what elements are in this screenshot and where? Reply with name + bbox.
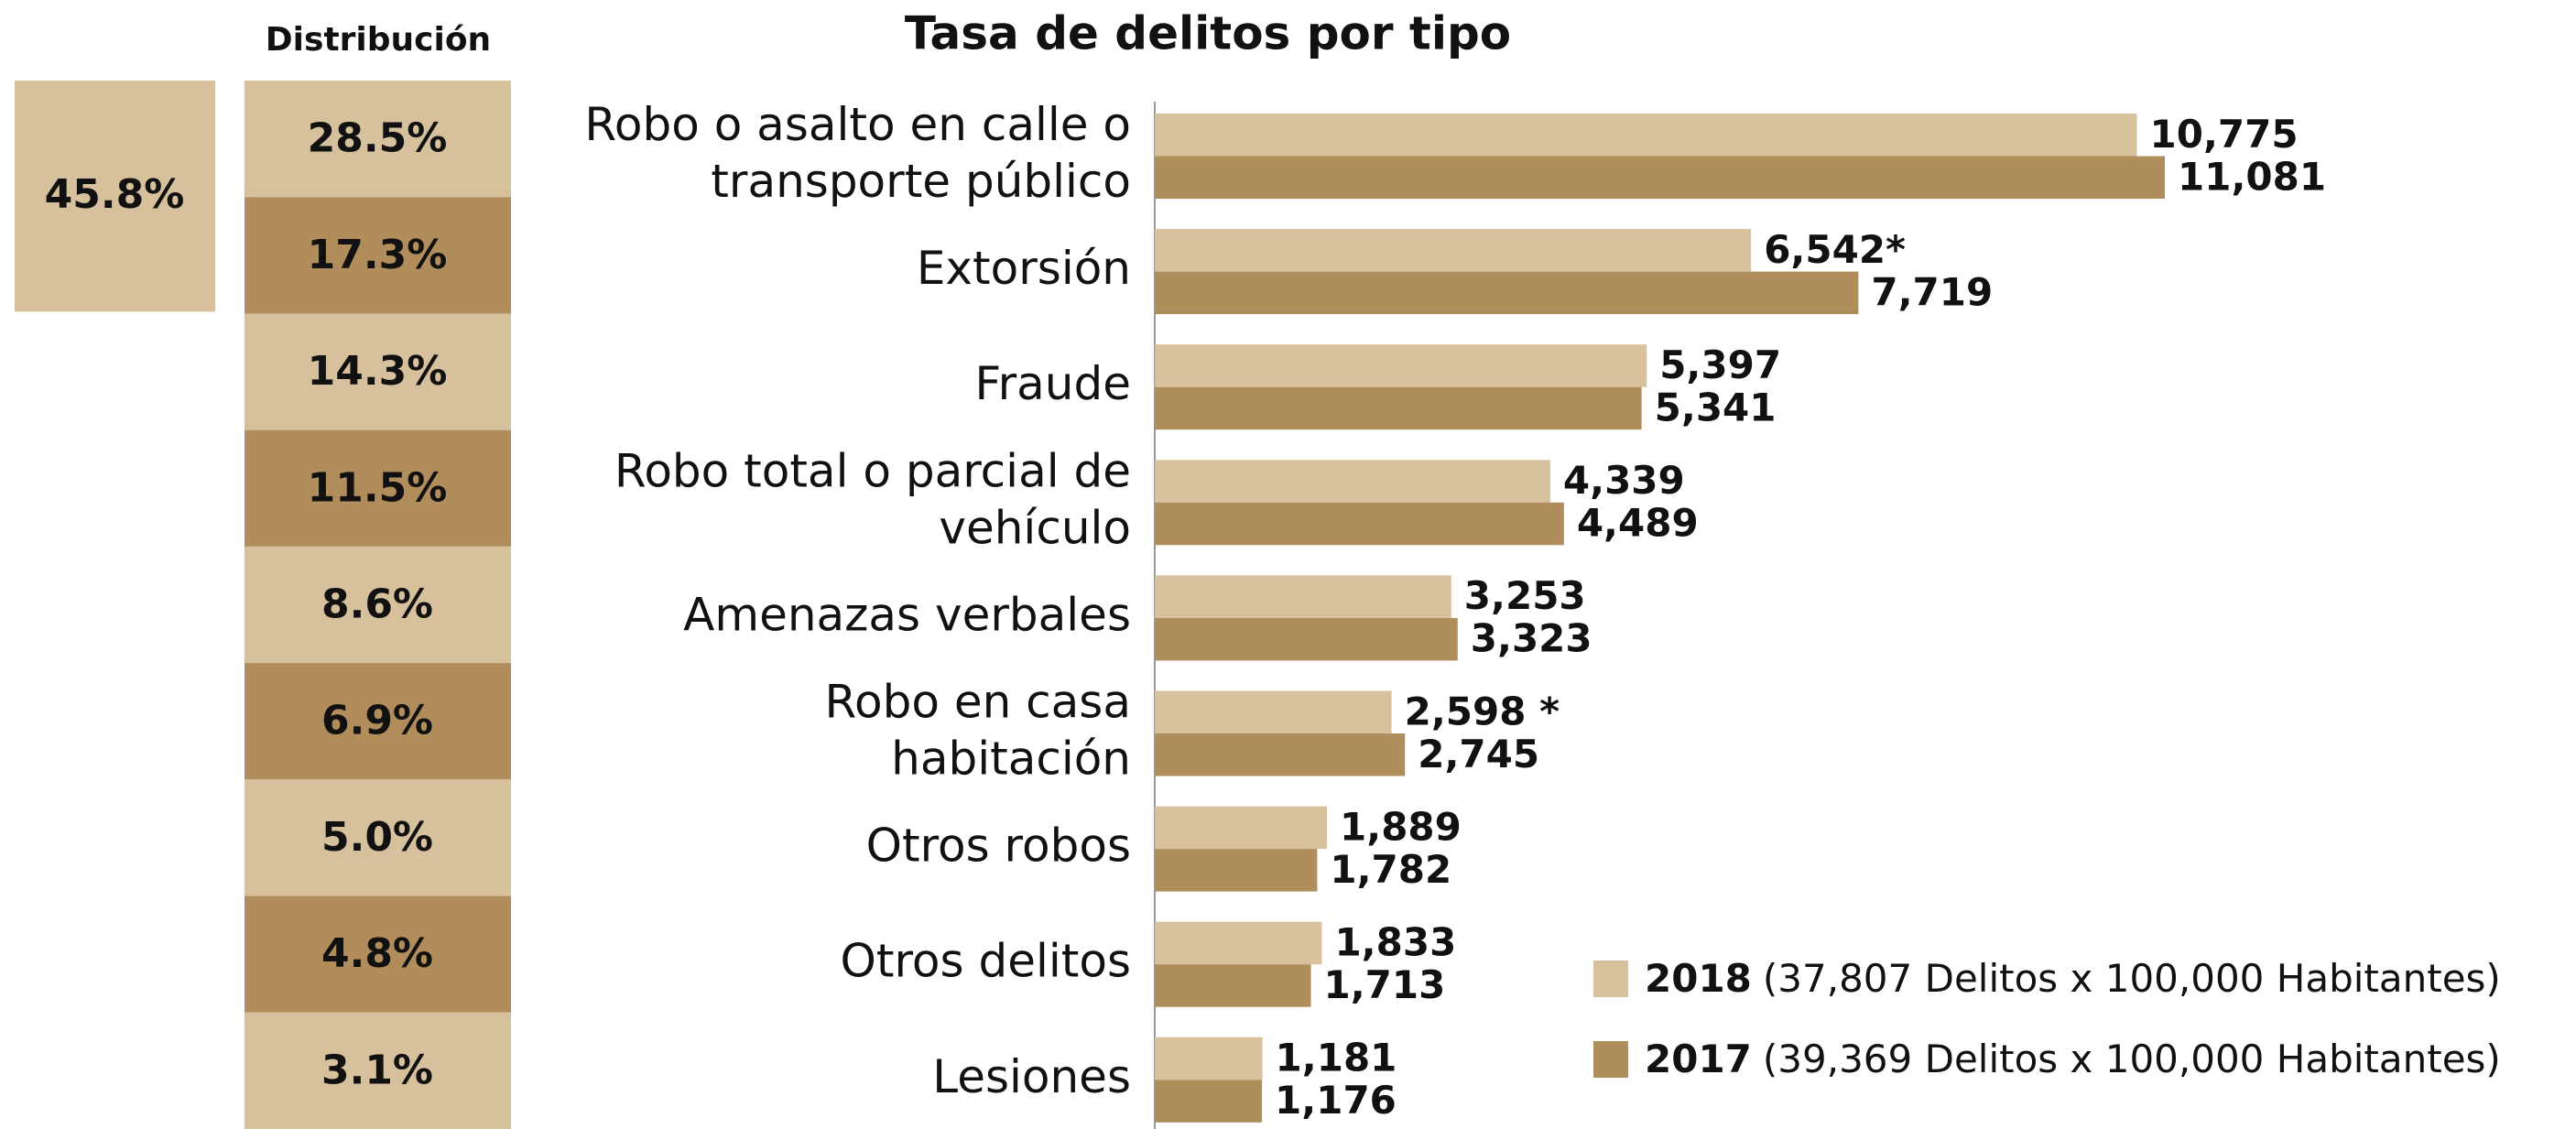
value-label: 3,253	[1464, 573, 1586, 618]
value-label: 2,745	[1418, 732, 1539, 776]
value-label: 11,081	[2178, 154, 2326, 199]
bar	[1155, 229, 1752, 272]
distribution-cell	[245, 546, 511, 664]
value-label: 5,397	[1659, 342, 1781, 387]
distribution-cell	[245, 663, 511, 780]
distribution-cell	[245, 429, 511, 547]
category-label: Otros delitos	[841, 935, 1131, 988]
bar	[1155, 502, 1564, 546]
value-label: 1,181	[1276, 1036, 1397, 1080]
distribution-label: 28.5%	[308, 115, 448, 162]
distribution-cell	[245, 1012, 511, 1129]
bar	[1155, 921, 1322, 965]
distribution-label: 14.3%	[308, 348, 448, 395]
legend-entry: 2018 (37,807 Delitos x 100,000 Habitantes…	[1645, 956, 2501, 1001]
distribution-label: 11.5%	[308, 464, 448, 511]
category-label: transporte público	[711, 155, 1131, 208]
bar	[1155, 344, 1647, 387]
category-label: Otros robos	[866, 820, 1131, 873]
bar	[1155, 690, 1392, 733]
value-label: 1,713	[1324, 962, 1446, 1007]
bar	[1155, 156, 2165, 199]
bar	[1155, 1037, 1263, 1080]
legend-swatch	[1593, 961, 1628, 997]
bar	[1155, 575, 1451, 618]
legend-entry: 2017 (39,369 Delitos x 100,000 Habitantes…	[1645, 1037, 2501, 1081]
category-label: Robo o asalto en calle o	[584, 98, 1131, 151]
value-label: 5,341	[1655, 385, 1777, 429]
bar	[1155, 271, 1859, 315]
value-label: 2,598 *	[1405, 689, 1560, 733]
legend-name: 2017	[1645, 1037, 1752, 1081]
value-label: 6,542*	[1764, 227, 1906, 272]
bar	[1155, 114, 2137, 157]
category-label: Amenazas verbales	[683, 588, 1131, 641]
distribution-label: 5.0%	[321, 814, 433, 861]
value-label: 4,489	[1577, 501, 1699, 546]
category-label: Fraude	[974, 357, 1131, 410]
category-label: Extorsión	[917, 242, 1131, 295]
bar	[1155, 964, 1311, 1007]
bar	[1155, 806, 1328, 850]
value-label: 4,339	[1563, 458, 1685, 503]
distribution-label: 8.6%	[321, 581, 433, 628]
distribution-cell	[245, 197, 511, 314]
legend-swatch	[1593, 1041, 1628, 1078]
group-total-cell	[15, 81, 215, 312]
distribution-title: Distribución	[266, 21, 491, 59]
value-label: 1,782	[1330, 847, 1451, 892]
distribution-cell	[245, 313, 511, 430]
distribution-cell	[245, 81, 511, 198]
chart-title: Tasa de delitos por tipo	[905, 7, 1511, 60]
distribution-label: 3.1%	[321, 1047, 433, 1093]
bar	[1155, 1080, 1263, 1123]
distribution-label: 17.3%	[308, 232, 448, 278]
bar	[1155, 386, 1642, 430]
legend-description: (37,807 Delitos x 100,000 Habitantes)	[1763, 956, 2501, 1001]
value-label: 1,889	[1340, 804, 1462, 849]
category-label: Lesiones	[932, 1050, 1131, 1103]
value-label: 3,323	[1471, 616, 1592, 661]
value-label: 1,176	[1275, 1078, 1397, 1123]
value-label: 7,719	[1871, 269, 1993, 314]
bar	[1155, 617, 1458, 661]
distribution-cell	[245, 779, 511, 896]
distribution-label: 6.9%	[321, 698, 433, 744]
bar	[1155, 733, 1406, 776]
distribution-cell	[245, 896, 511, 1013]
value-label: 1,833	[1334, 919, 1456, 964]
group-total-label: 45.8%	[45, 171, 185, 218]
value-label: 10,775	[2150, 112, 2299, 157]
bar	[1155, 460, 1550, 503]
legend-name: 2018	[1645, 956, 1752, 1001]
category-label: Robo en casa	[825, 676, 1131, 729]
category-label: habitación	[891, 733, 1131, 786]
distribution-label: 4.8%	[321, 930, 433, 977]
legend-description: (39,369 Delitos x 100,000 Habitantes)	[1763, 1037, 2501, 1081]
bar	[1155, 849, 1318, 892]
category-label: vehículo	[939, 501, 1131, 554]
category-label: Robo total o parcial de	[614, 444, 1131, 497]
